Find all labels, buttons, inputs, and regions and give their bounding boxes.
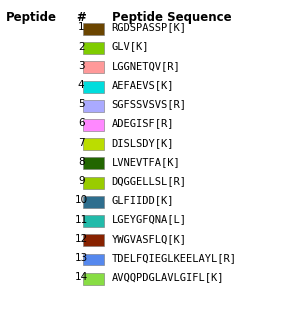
Text: 10: 10 bbox=[75, 195, 88, 205]
Bar bbox=[83, 254, 104, 265]
Text: 7: 7 bbox=[78, 138, 84, 148]
Bar bbox=[83, 23, 104, 35]
Text: 2: 2 bbox=[78, 42, 84, 51]
Text: #: # bbox=[76, 11, 86, 24]
Text: 4: 4 bbox=[78, 80, 84, 90]
Bar bbox=[83, 100, 104, 112]
Bar bbox=[83, 119, 104, 131]
Text: 1: 1 bbox=[78, 22, 84, 32]
Text: RGDSPASSP[K]: RGDSPASSP[K] bbox=[112, 22, 187, 32]
Text: SGFSSVSVS[R]: SGFSSVSVS[R] bbox=[112, 99, 187, 109]
Text: 14: 14 bbox=[75, 272, 88, 282]
Text: LVNEVTFA[K]: LVNEVTFA[K] bbox=[112, 157, 180, 167]
Text: Peptide: Peptide bbox=[6, 11, 57, 24]
Text: 6: 6 bbox=[78, 118, 84, 128]
Text: 9: 9 bbox=[78, 176, 84, 186]
Text: LGEYGFQNA[L]: LGEYGFQNA[L] bbox=[112, 215, 187, 224]
Bar bbox=[83, 196, 104, 208]
Bar bbox=[83, 138, 104, 150]
Text: 3: 3 bbox=[78, 61, 84, 71]
Text: 11: 11 bbox=[75, 215, 88, 224]
Text: LGGNETQV[R]: LGGNETQV[R] bbox=[112, 61, 180, 71]
Bar bbox=[83, 42, 104, 54]
Text: AEFAEVS[K]: AEFAEVS[K] bbox=[112, 80, 174, 90]
Text: AVQQPDGLAVLGIFL[K]: AVQQPDGLAVLGIFL[K] bbox=[112, 272, 224, 282]
Text: GLV[K]: GLV[K] bbox=[112, 42, 149, 51]
Bar bbox=[83, 81, 104, 92]
Text: DISLSDY[K]: DISLSDY[K] bbox=[112, 138, 174, 148]
Text: ADEGISF[R]: ADEGISF[R] bbox=[112, 118, 174, 128]
Text: 13: 13 bbox=[75, 253, 88, 263]
Text: 5: 5 bbox=[78, 99, 84, 109]
Text: GLFIIDD[K]: GLFIIDD[K] bbox=[112, 195, 174, 205]
Bar bbox=[83, 234, 104, 246]
Text: TDELFQIEGLKEELAYL[R]: TDELFQIEGLKEELAYL[R] bbox=[112, 253, 237, 263]
Bar bbox=[83, 273, 104, 285]
Text: DQGGELLSL[R]: DQGGELLSL[R] bbox=[112, 176, 187, 186]
Bar bbox=[83, 157, 104, 169]
Bar bbox=[83, 61, 104, 73]
Text: 12: 12 bbox=[75, 234, 88, 244]
Text: YWGVASFLQ[K]: YWGVASFLQ[K] bbox=[112, 234, 187, 244]
Text: Peptide Sequence: Peptide Sequence bbox=[112, 11, 231, 24]
Bar bbox=[83, 215, 104, 227]
Text: 8: 8 bbox=[78, 157, 84, 167]
Bar bbox=[83, 177, 104, 188]
